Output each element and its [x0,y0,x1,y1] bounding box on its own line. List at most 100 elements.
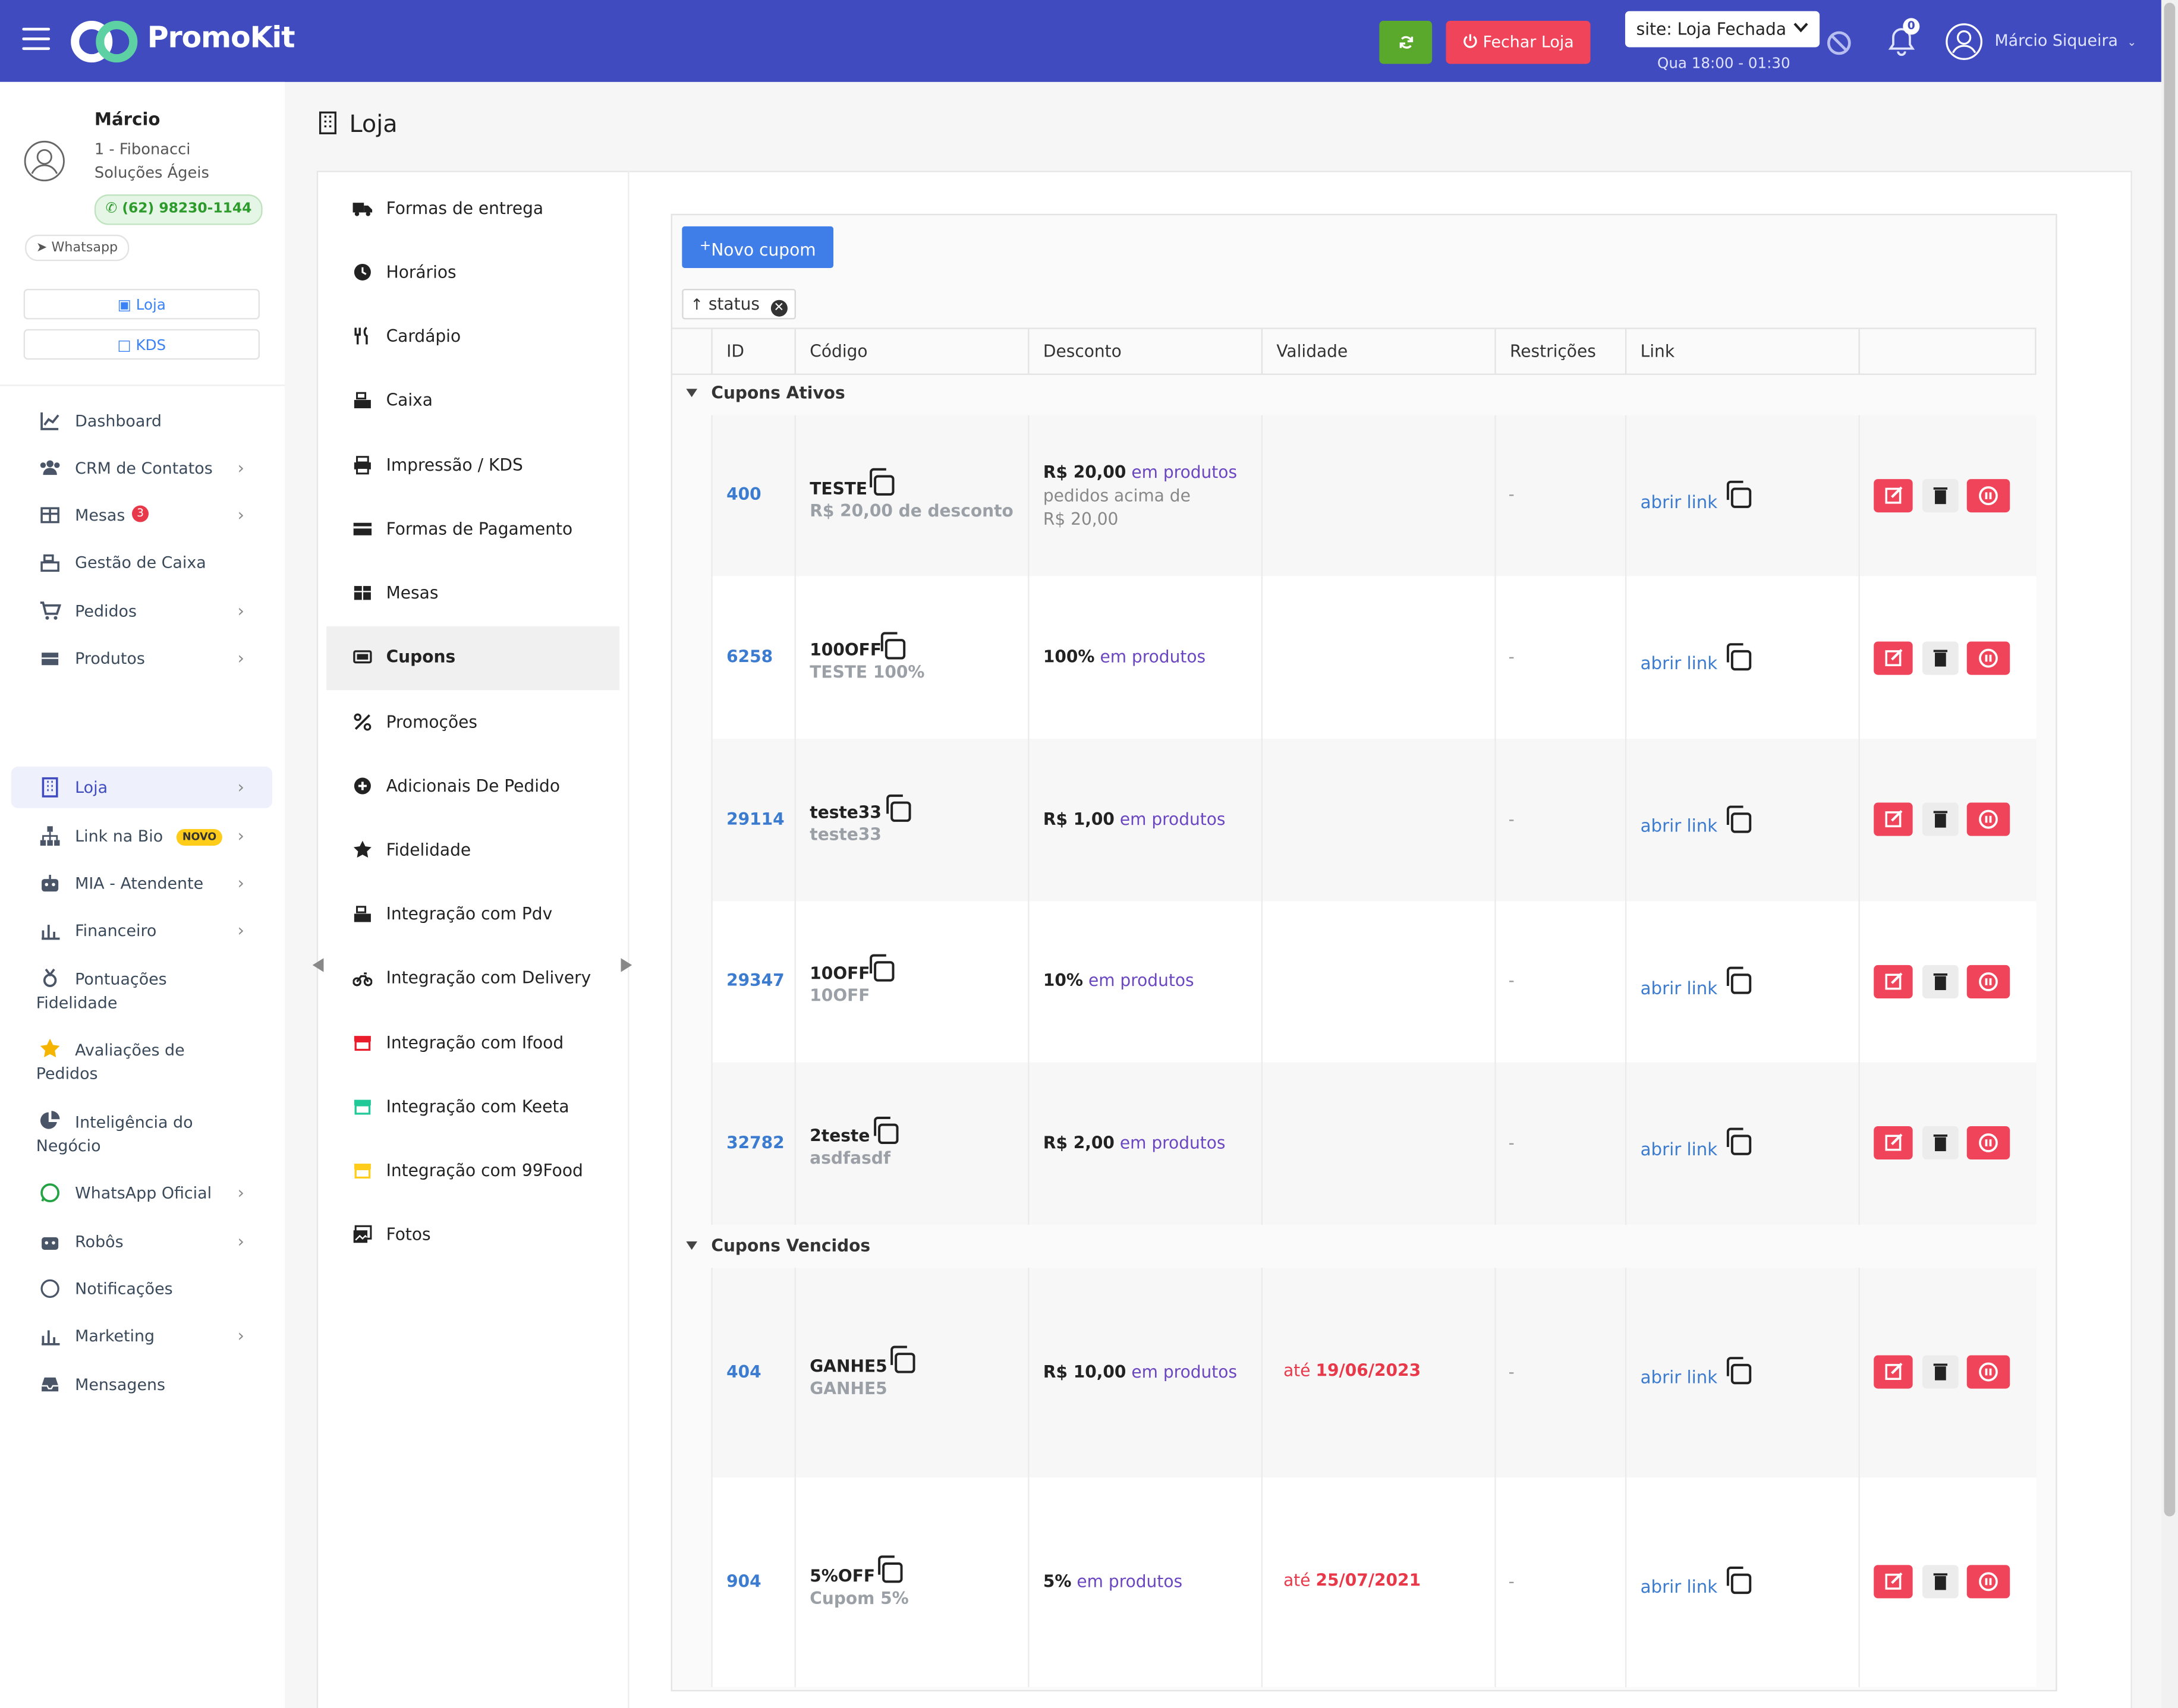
submenu-integracao-pdv[interactable]: Integração com Pdv [326,883,619,947]
page-scrollbar[interactable] [2161,0,2178,1708]
coupon-id[interactable]: 400 [726,484,761,505]
group-by-chip[interactable]: ↑ status ✕ [682,289,796,320]
delete-button[interactable] [1922,479,1959,513]
edit-button[interactable] [1874,1355,1913,1389]
copy-link-icon[interactable] [1723,965,1753,995]
delete-button[interactable] [1922,1126,1959,1160]
open-kds-button[interactable]: □ KDS [23,329,260,360]
edit-button[interactable] [1874,802,1913,836]
remove-group-icon[interactable]: ✕ [770,300,788,317]
coupon-id[interactable]: 29347 [726,970,785,990]
collapse-left-icon[interactable] [312,958,324,972]
copy-icon[interactable] [870,1115,900,1145]
sidebar-item-loja[interactable]: Loja › [11,766,272,808]
pause-button[interactable] [1966,1565,2010,1599]
scrollbar-thumb[interactable] [2164,2,2176,1517]
column-header-validade[interactable]: Validade [1261,329,1495,374]
coupon-id[interactable]: 904 [726,1572,761,1592]
copy-link-icon[interactable] [1723,804,1753,834]
open-store-label: Loja [136,297,166,314]
copy-icon[interactable] [865,467,896,497]
edit-button[interactable] [1874,1126,1913,1160]
copy-link-icon[interactable] [1723,1126,1753,1156]
delete-button[interactable] [1922,802,1959,836]
pause-button[interactable] [1966,1355,2010,1389]
pause-button[interactable] [1966,641,2010,675]
pause-button[interactable] [1966,479,2010,513]
open-link[interactable]: abrir link [1640,1366,1718,1388]
discount-scope: em produtos [1131,1362,1238,1382]
open-link[interactable]: abrir link [1640,815,1718,836]
submenu-integracao-delivery[interactable]: Integração com Delivery [326,947,619,1011]
submenu-cupons[interactable]: Cupons [326,626,620,691]
copy-icon[interactable] [882,793,912,823]
submenu-formas-entrega[interactable]: Formas de entrega [326,178,619,241]
cell-divider [1858,1477,1860,1687]
coupon-id[interactable]: 29114 [726,809,785,829]
coupon-id[interactable]: 32782 [726,1133,785,1153]
copy-link-icon[interactable] [1723,1565,1753,1595]
group-row-expired[interactable]: Cupons Vencidos [672,1225,2037,1266]
column-header-codigo[interactable]: Código [794,329,1028,374]
edit-button[interactable] [1874,965,1913,999]
open-store-button[interactable]: ▣ Loja [23,289,260,320]
delete-button[interactable] [1922,965,1959,999]
column-header-restricoes[interactable]: Restrições [1494,329,1625,374]
open-link[interactable]: abrir link [1640,1139,1718,1160]
delete-button[interactable] [1922,1355,1959,1389]
copy-icon[interactable] [874,1554,904,1584]
pause-button[interactable] [1966,802,2010,836]
submenu-formas-pagamento[interactable]: Formas de Pagamento [326,499,619,562]
expand-right-icon[interactable] [621,958,632,972]
copy-icon[interactable] [886,1344,917,1375]
coupon-id[interactable]: 6258 [726,647,773,667]
profile-phone[interactable]: ✆ (62) 98230-1144 [94,194,263,225]
column-header-link[interactable]: Link [1625,329,1859,374]
open-link[interactable]: abrir link [1640,977,1718,999]
user-avatar-icon[interactable] [1944,22,1983,61]
submenu-fidelidade[interactable]: Fidelidade [326,820,619,883]
edit-button[interactable] [1874,479,1913,513]
copy-link-icon[interactable] [1723,1356,1753,1386]
coupon-description: GANHE5 [810,1379,887,1398]
pause-button[interactable] [1966,1126,2010,1160]
open-link[interactable]: abrir link [1640,653,1718,674]
submenu-integracao-keeta[interactable]: Integração com Keeta [326,1076,619,1140]
submenu-cardapio[interactable]: Cardápio [326,305,619,369]
edit-button[interactable] [1874,1565,1913,1599]
column-header-id[interactable]: ID [711,329,794,374]
bar-chart-icon [42,925,60,940]
submenu-fotos[interactable]: Fotos [326,1204,619,1268]
group-row-active[interactable]: Cupons Ativos [672,372,2037,414]
menu-icon[interactable] [22,27,51,53]
submenu-integracao-99food[interactable]: Integração com 99Food [326,1140,619,1203]
open-link[interactable]: abrir link [1640,491,1718,513]
submenu-impressao-kds[interactable]: Impressão / KDS [326,434,619,498]
copy-link-icon[interactable] [1723,642,1753,672]
submenu-label: Caixa [386,390,433,410]
edit-button[interactable] [1874,641,1913,675]
submenu-integracao-ifood[interactable]: Integração com Ifood [326,1012,619,1076]
close-store-button[interactable]: Fechar Loja [1446,21,1591,64]
submenu-mesas[interactable]: Mesas [326,562,619,626]
open-link[interactable]: abrir link [1640,1576,1718,1597]
site-status-select[interactable]: site: Loja Fechada [1625,11,1820,48]
submenu-horarios[interactable]: Horários [326,242,619,305]
submenu-label: Integração com 99Food [386,1161,583,1181]
copy-icon[interactable] [876,631,907,661]
submenu-adicionais[interactable]: Adicionais De Pedido [326,755,619,819]
refresh-button[interactable] [1379,21,1433,64]
pause-button[interactable] [1966,965,2010,999]
delete-button[interactable] [1922,1565,1959,1599]
column-header-desconto[interactable]: Desconto [1028,329,1261,374]
delete-button[interactable] [1922,641,1959,675]
submenu-promocoes[interactable]: Promoções [326,692,619,755]
user-menu[interactable]: Márcio Siqueira ⌄ [1995,30,2137,50]
submenu-caixa[interactable]: Caixa [326,370,619,433]
copy-icon[interactable] [865,953,896,983]
whatsapp-link[interactable]: ➤ Whatsapp [25,234,129,261]
ban-icon[interactable] [1827,30,1852,55]
copy-link-icon[interactable] [1723,479,1753,509]
coupon-id[interactable]: 404 [726,1362,761,1382]
new-coupon-button[interactable]: +Novo cupom [682,226,834,268]
